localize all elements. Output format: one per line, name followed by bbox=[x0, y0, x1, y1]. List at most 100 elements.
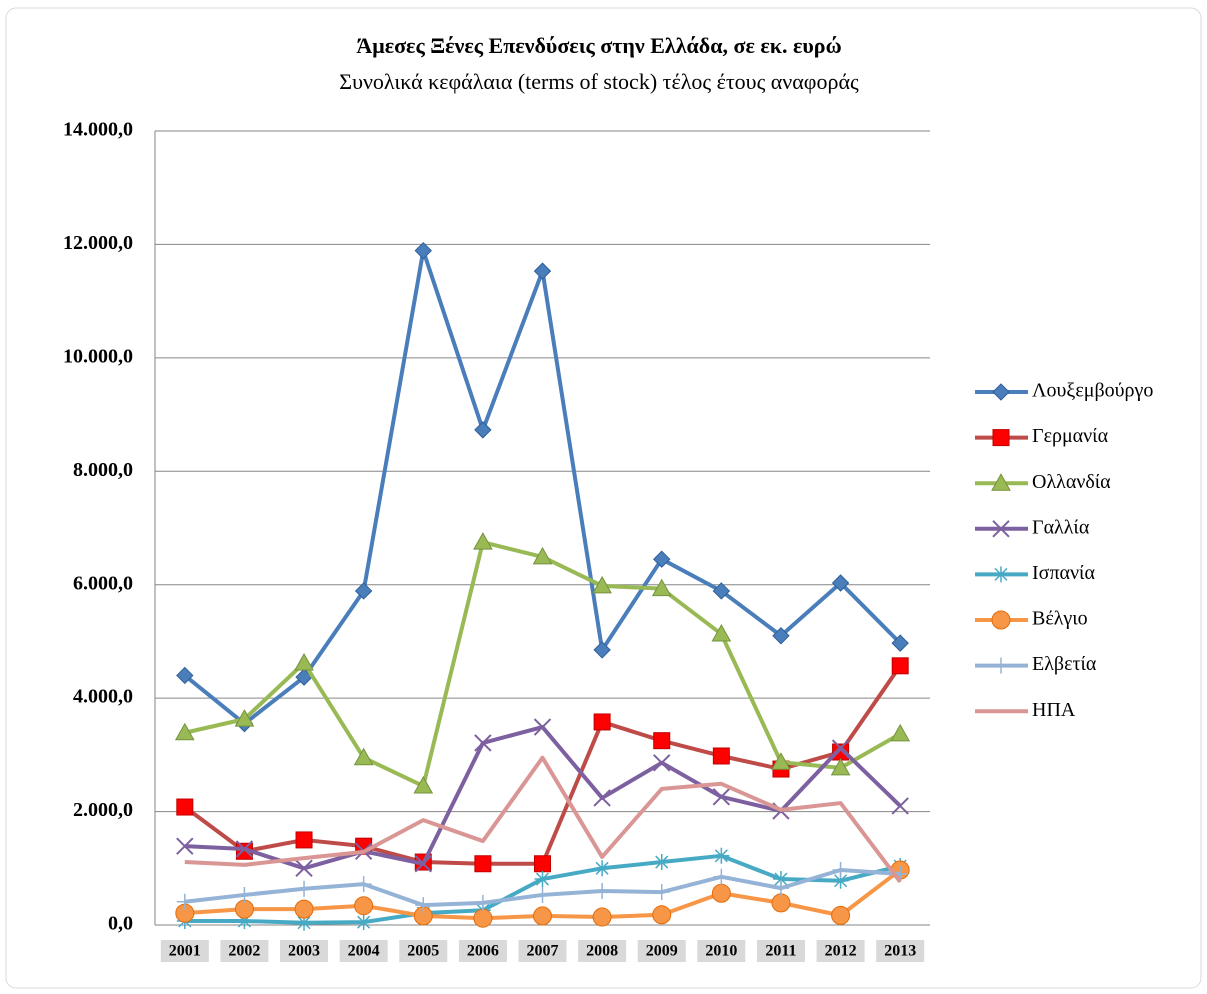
point bbox=[474, 855, 492, 873]
x-tick-label: 2013 bbox=[884, 943, 916, 960]
legend-label: Ολλανδία bbox=[1032, 471, 1111, 493]
point bbox=[294, 652, 314, 671]
x-tick-label: 2004 bbox=[348, 943, 380, 960]
point bbox=[653, 550, 671, 568]
point bbox=[653, 854, 670, 871]
point bbox=[592, 907, 612, 927]
point bbox=[891, 797, 909, 815]
point bbox=[474, 734, 492, 752]
point bbox=[236, 913, 253, 930]
series bbox=[176, 861, 909, 914]
x-tick-label: 2005 bbox=[407, 943, 439, 960]
point bbox=[534, 886, 551, 903]
y-tick-label: 10.000,0 bbox=[63, 345, 133, 367]
legend-marker bbox=[993, 566, 1009, 583]
legend-marker bbox=[992, 520, 1010, 538]
point bbox=[592, 575, 612, 594]
x-tick-label: 2002 bbox=[228, 943, 260, 960]
point bbox=[533, 906, 552, 926]
x-tick-bg bbox=[876, 940, 925, 962]
series bbox=[184, 755, 902, 884]
series bbox=[175, 860, 910, 928]
x-tick-label: 2007 bbox=[527, 943, 559, 960]
legend-label: Γαλλία bbox=[1032, 516, 1090, 538]
legend-label: Λουξεμβούργο bbox=[1032, 380, 1153, 402]
y-tick-label: 4.000,0 bbox=[73, 686, 133, 708]
point bbox=[295, 859, 313, 877]
legend-marker bbox=[991, 473, 1011, 491]
point bbox=[594, 860, 611, 877]
x-tick-bg bbox=[816, 940, 865, 962]
point bbox=[354, 896, 374, 916]
point bbox=[236, 886, 253, 903]
point bbox=[771, 752, 791, 770]
point bbox=[713, 847, 730, 864]
x-tick-bg bbox=[399, 940, 448, 962]
x-tick-label: 2012 bbox=[825, 943, 857, 960]
point bbox=[890, 723, 911, 742]
point bbox=[594, 882, 611, 899]
x-tick-label: 2003 bbox=[288, 943, 320, 960]
point bbox=[474, 894, 491, 911]
line bbox=[184, 755, 902, 884]
point bbox=[176, 837, 194, 855]
point bbox=[473, 908, 493, 928]
x-tick-label: 2009 bbox=[646, 943, 678, 960]
point bbox=[593, 789, 611, 807]
x-tick-label: 2001 bbox=[169, 943, 201, 960]
legend-marker bbox=[992, 429, 1010, 447]
point bbox=[771, 893, 791, 913]
point bbox=[234, 709, 255, 727]
point bbox=[653, 732, 671, 750]
y-tick-label: 12.000,0 bbox=[63, 232, 133, 254]
point bbox=[713, 868, 730, 885]
x-tick-bg bbox=[458, 940, 507, 962]
legend-label: Ισπανία bbox=[1032, 562, 1095, 584]
x-tick-label: 2008 bbox=[586, 943, 618, 960]
point bbox=[414, 855, 432, 873]
point bbox=[174, 722, 195, 741]
point bbox=[353, 747, 374, 766]
point bbox=[712, 747, 730, 765]
y-tick-label: 6.000,0 bbox=[73, 572, 133, 594]
point bbox=[711, 624, 732, 642]
legend-label: ΗΠΑ bbox=[1032, 699, 1076, 721]
point bbox=[712, 788, 731, 806]
x-tick-label: 2011 bbox=[765, 943, 796, 960]
legend-label: Γερμανία bbox=[1032, 425, 1109, 447]
legend-marker bbox=[992, 383, 1010, 401]
chart-title: Άμεσες Ξένες Επενδύσεις στην Ελλάδα, σε … bbox=[356, 33, 841, 58]
chart-subtitle: Συνολικά κεφάλαια (terms of stock) τέλος… bbox=[339, 69, 859, 94]
point bbox=[891, 657, 909, 675]
point bbox=[414, 241, 432, 260]
chart-border bbox=[5, 7, 1202, 989]
x-tick-bg bbox=[756, 940, 805, 962]
point bbox=[653, 754, 671, 772]
point bbox=[830, 757, 851, 776]
point bbox=[413, 776, 434, 794]
point bbox=[652, 905, 672, 925]
point bbox=[831, 905, 851, 925]
point bbox=[355, 876, 372, 893]
point bbox=[772, 627, 790, 645]
point bbox=[772, 871, 789, 888]
point bbox=[295, 831, 313, 849]
point bbox=[355, 914, 372, 931]
x-tick-bg bbox=[160, 940, 209, 962]
point bbox=[593, 713, 611, 731]
point bbox=[831, 739, 850, 757]
x-tick-bg bbox=[697, 940, 746, 962]
series bbox=[176, 718, 909, 877]
point bbox=[891, 634, 909, 652]
point bbox=[294, 899, 314, 919]
x-tick-bg bbox=[518, 940, 567, 962]
series bbox=[174, 532, 911, 794]
point bbox=[296, 880, 313, 897]
point bbox=[533, 262, 552, 280]
x-tick-label: 2006 bbox=[467, 943, 499, 960]
x-tick-bg bbox=[220, 940, 269, 962]
point bbox=[653, 884, 670, 901]
series bbox=[176, 241, 909, 733]
point bbox=[712, 582, 731, 600]
